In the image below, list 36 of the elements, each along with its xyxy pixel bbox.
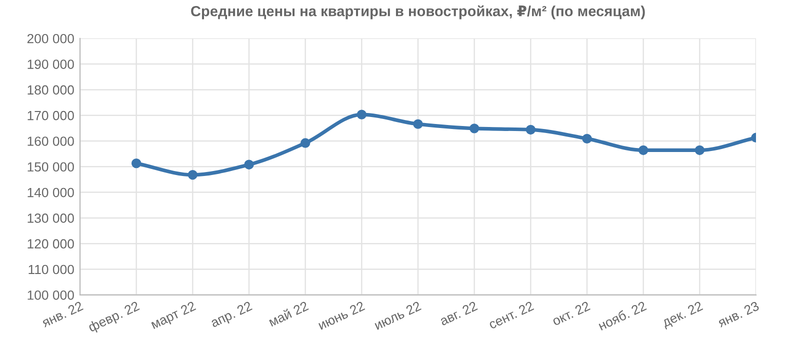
x-tick-label: окт. 22 bbox=[552, 301, 590, 326]
y-tick-label: 170 000 bbox=[28, 110, 74, 120]
y-tick-label: 100 000 bbox=[28, 290, 74, 300]
point bbox=[300, 138, 310, 148]
y-tick-label: 150 000 bbox=[28, 162, 74, 172]
point bbox=[638, 145, 648, 156]
y-tick-label: 160 000 bbox=[28, 136, 74, 146]
point bbox=[356, 110, 367, 120]
point bbox=[582, 134, 592, 144]
y-tick-label: 200 000 bbox=[27, 34, 74, 44]
x-tick-label: нояб. 22 bbox=[598, 300, 647, 331]
x-tick-label: янв. 23 bbox=[716, 301, 760, 328]
point bbox=[188, 170, 198, 180]
x-tick-label: авг. 22 bbox=[439, 301, 478, 326]
chart-title: Средние цены на квартиры в новостройках, ₽/м² (по месяцам) bbox=[191, 5, 645, 20]
y-tick-label: 130 000 bbox=[28, 214, 74, 223]
y-tick-label: 190 000 bbox=[28, 60, 74, 69]
y-tick-label: 110 000 bbox=[28, 264, 74, 274]
x-tick-label: дек. 22 bbox=[661, 301, 704, 330]
point bbox=[469, 124, 480, 134]
point bbox=[131, 158, 142, 168]
x-tick-label: февр. 22 bbox=[87, 300, 141, 334]
y-tick-label: 120 000 bbox=[28, 239, 74, 249]
y-tick-label: 180 000 bbox=[28, 85, 74, 95]
x-tick-label: янв. 22 bbox=[40, 301, 84, 328]
point bbox=[244, 160, 254, 170]
x-tick-label: июль 22 bbox=[374, 301, 422, 330]
x-tick-label: март 22 bbox=[150, 301, 198, 332]
x-tick-label: сент. 22 bbox=[488, 301, 534, 330]
point bbox=[413, 119, 423, 129]
x-tick-label: апр. 22 bbox=[210, 301, 254, 330]
point bbox=[526, 124, 536, 135]
x-tick-label: июнь 22 bbox=[318, 301, 366, 330]
x-tick-label: май 22 bbox=[268, 300, 309, 327]
point bbox=[694, 145, 705, 156]
y-tick-label: 140 000 bbox=[28, 188, 74, 198]
